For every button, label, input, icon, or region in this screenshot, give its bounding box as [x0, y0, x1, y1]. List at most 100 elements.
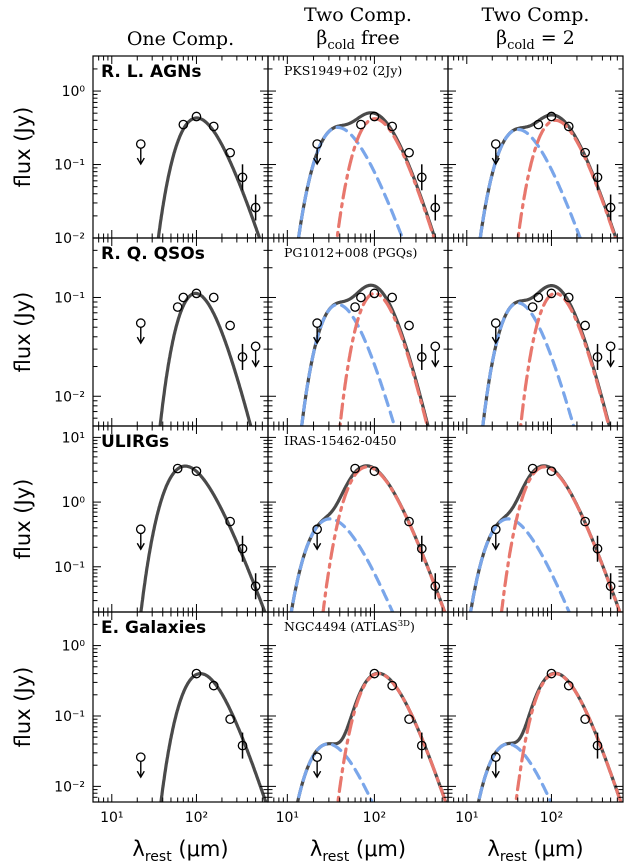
panel-0-0: [135, 111, 262, 238]
y-tick-label: 10⁻²: [54, 389, 85, 405]
photometry-point-4: [605, 581, 616, 592]
photometry-point-4: [416, 172, 427, 183]
x-tick-label: 10¹: [100, 810, 123, 826]
photometry-point-1: [546, 111, 557, 122]
cold-component-curve: [514, 672, 623, 802]
x-axis-label-1: λrest (μm): [310, 837, 406, 865]
x-tick-label: 10¹: [276, 810, 299, 826]
total-model-curve: [159, 672, 268, 802]
photometry-point-2: [208, 121, 219, 132]
y-axis-label-1: flux (Jy): [11, 292, 35, 373]
upper-limit-arrow-head: [491, 770, 500, 779]
photometry-point-3: [592, 543, 603, 554]
y-axis-label-0: flux (Jy): [11, 107, 35, 188]
upper-limit-arrow-head: [491, 542, 500, 551]
panel-3-0: [135, 668, 268, 802]
photometry-point-3: [237, 740, 248, 751]
upper-limit-arrow-head: [313, 770, 322, 779]
panel-frame: [92, 611, 269, 803]
y-axis-label-3: flux (Jy): [11, 667, 35, 748]
warm-component-curve: [478, 127, 582, 238]
upper-limit-point-0: [135, 318, 146, 328]
upper-limit-point-0: [312, 318, 322, 328]
photometry-point-1: [369, 111, 380, 122]
photometry-point-1: [546, 466, 557, 477]
y-axis-label-2: flux (Jy): [11, 479, 35, 560]
total-model-curve: [156, 116, 262, 238]
x-axis-label-2: λrest (μm): [487, 837, 583, 865]
upper-limit-arrow-head: [313, 542, 322, 551]
photometry-point-4: [237, 172, 248, 183]
panel-0-1: [296, 111, 441, 238]
photometry-point-0: [350, 463, 360, 474]
x-axis-label-0: λrest (μm): [132, 837, 228, 865]
upper-limit-arrow-head: [313, 157, 322, 166]
photometry-point-2: [387, 121, 398, 132]
photometry-point-2: [191, 288, 202, 299]
photometry-point-3: [237, 543, 248, 554]
cold-component-curve: [336, 672, 448, 802]
photometry-point-0: [178, 119, 189, 130]
photometry-point-2: [580, 516, 590, 527]
warm-component-curve: [481, 301, 576, 426]
photometry-point-1: [178, 292, 189, 303]
photometry-point-0: [172, 302, 183, 312]
photometry-point-1: [387, 680, 398, 691]
panel-2-1: [289, 463, 447, 612]
column-title-1-0: Two Comp.: [304, 4, 412, 26]
photometry-point-5: [250, 202, 261, 213]
photometry-point-1: [191, 466, 202, 477]
y-tick-label: 10⁻¹: [54, 560, 85, 576]
photometry-point-2: [369, 288, 380, 299]
photometry-point-2: [404, 714, 414, 725]
upper-limit-point-0: [135, 524, 146, 535]
photometry-point-2: [225, 714, 235, 725]
row-label-0: R. L. AGNs: [101, 62, 201, 82]
photometry-point-3: [592, 740, 603, 751]
photometry-point-5: [416, 352, 427, 362]
upper-limit-point-0: [135, 139, 146, 149]
upper-limit-point-1: [605, 341, 616, 352]
upper-limit-point-1: [250, 341, 261, 352]
photometry-point-1: [563, 680, 574, 691]
column-title-1-1: βcold free: [316, 27, 399, 53]
photometry-point-3: [225, 147, 235, 158]
upper-limit-arrow-head: [313, 336, 322, 345]
y-tick-label: 10¹: [62, 430, 85, 446]
panel-frame: [267, 55, 449, 239]
panel-1-0: [135, 288, 261, 426]
cold-component-curve: [499, 465, 622, 612]
warm-component-curve: [296, 125, 405, 238]
panel-3-1: [295, 668, 448, 802]
photometry-point-0: [172, 463, 183, 474]
photometry-point-0: [350, 302, 360, 312]
warm-component-curve: [295, 742, 374, 802]
warm-component-curve: [289, 517, 395, 612]
warm-component-curve: [469, 517, 571, 612]
photometry-point-4: [430, 581, 441, 592]
photometry-point-0: [546, 668, 557, 679]
row-label-3: E. Galaxies: [101, 618, 206, 638]
column-title-2-0: Two Comp.: [482, 4, 590, 26]
photometry-point-4: [404, 320, 414, 331]
photometry-point-1: [208, 680, 219, 691]
photometry-point-1: [369, 466, 380, 477]
photometry-point-2: [563, 121, 574, 132]
y-tick-label: 10⁰: [62, 495, 86, 511]
upper-limit-arrow-head: [491, 157, 500, 166]
column-title-0-0: One Comp.: [127, 28, 234, 50]
photometry-point-0: [369, 668, 380, 679]
upper-limit-arrow-head: [136, 157, 145, 166]
panel-3-2: [476, 668, 623, 802]
photometry-point-2: [546, 288, 557, 299]
upper-limit-arrow-head: [136, 770, 145, 779]
panel-1-2: [481, 284, 616, 426]
photometry-point-1: [533, 292, 544, 303]
photometry-point-5: [605, 202, 616, 213]
total-model-curve: [158, 291, 253, 426]
photometry-point-4: [250, 581, 261, 592]
row-label-2: ULIRGs: [101, 432, 169, 452]
photometry-point-0: [191, 668, 202, 679]
panel-1-1: [300, 283, 441, 426]
